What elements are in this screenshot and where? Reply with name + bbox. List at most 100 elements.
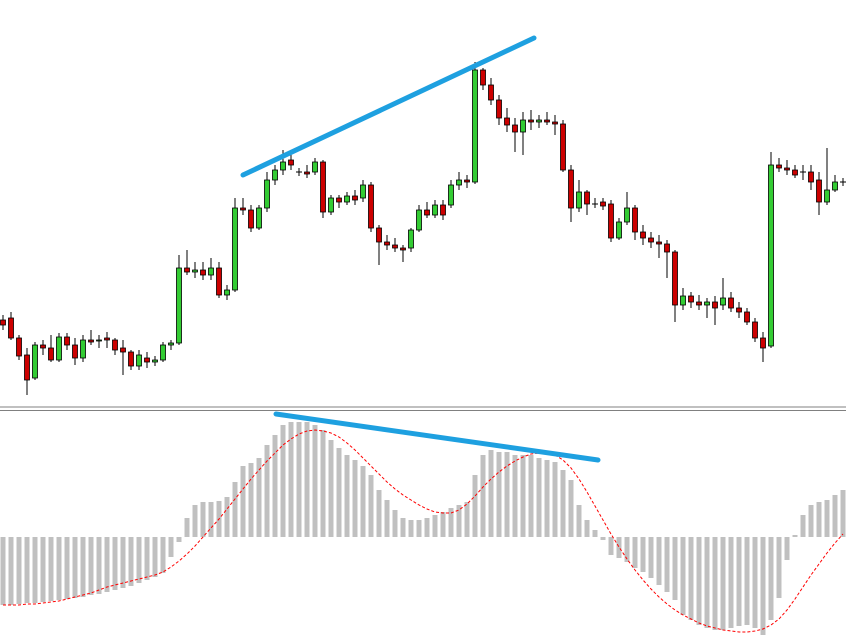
- histogram-bar: [192, 505, 198, 537]
- histogram-bar: [304, 422, 310, 537]
- candle-body: [744, 311, 750, 323]
- histogram-bar: [16, 537, 22, 604]
- candle-body: [688, 295, 694, 303]
- histogram-bar: [312, 425, 318, 537]
- histogram-bar: [248, 463, 254, 537]
- candle-body: [704, 301, 710, 306]
- candle-body: [360, 184, 366, 199]
- candle-body: [104, 337, 110, 341]
- histogram-bar: [104, 537, 110, 592]
- histogram-bar: [160, 537, 166, 573]
- candle-body: [536, 119, 542, 123]
- histogram-bar: [800, 515, 806, 537]
- histogram-bar: [768, 537, 774, 620]
- histogram-bar: [392, 510, 398, 537]
- histogram-bar: [264, 445, 270, 537]
- histogram-bar: [792, 535, 798, 537]
- histogram-bar: [616, 537, 622, 558]
- histogram-bar: [784, 537, 790, 560]
- histogram-bar: [544, 460, 550, 537]
- candle-body: [832, 181, 838, 191]
- histogram-bar: [712, 537, 718, 630]
- candle-body: [400, 247, 406, 251]
- histogram-bar: [48, 537, 54, 601]
- histogram-bar: [448, 508, 454, 537]
- candle-body: [224, 289, 230, 296]
- histogram-bar: [640, 537, 646, 572]
- candle-body: [672, 251, 678, 306]
- histogram-bar: [240, 466, 246, 537]
- histogram-bar: [96, 537, 102, 594]
- histogram-bar: [744, 537, 750, 625]
- candle-body: [24, 354, 30, 381]
- candle-body: [584, 191, 590, 205]
- candle-body: [200, 269, 206, 276]
- candle-body: [664, 243, 670, 253]
- histogram-bar: [656, 537, 662, 585]
- candle-body: [512, 124, 518, 133]
- histogram-bar: [560, 470, 566, 537]
- histogram-bar: [720, 537, 726, 630]
- candle-body: [488, 84, 494, 101]
- histogram-bar: [184, 518, 190, 537]
- candle-body: [112, 339, 118, 351]
- candle-body: [432, 204, 438, 216]
- candle-body: [816, 179, 822, 203]
- candle-body: [184, 267, 190, 273]
- histogram-bar: [816, 502, 822, 537]
- candle-body: [64, 336, 70, 346]
- histogram-bar: [32, 537, 38, 603]
- histogram-bar: [840, 490, 846, 537]
- candle-body: [288, 159, 294, 166]
- candle-body: [608, 203, 614, 239]
- histogram-bar: [728, 537, 734, 628]
- histogram-bar: [272, 435, 278, 537]
- candle-body: [504, 117, 510, 126]
- histogram-bar: [592, 530, 598, 537]
- candle-body: [152, 359, 158, 363]
- histogram-bar: [632, 537, 638, 568]
- candle-body: [256, 207, 262, 229]
- candle-body: [248, 209, 254, 229]
- histogram-bar: [24, 537, 30, 603]
- candle-body: [768, 164, 774, 347]
- histogram-bar: [832, 495, 838, 537]
- candle-body: [808, 171, 814, 183]
- candle-body: [16, 337, 22, 357]
- candle-body: [656, 241, 662, 245]
- histogram-bar: [808, 505, 814, 537]
- histogram-bar: [368, 475, 374, 537]
- histogram-bar: [624, 537, 630, 562]
- candle-body: [440, 204, 446, 216]
- histogram-bar: [176, 537, 182, 542]
- candle-body: [272, 169, 278, 181]
- histogram-bar: [360, 466, 366, 537]
- signal-line: [3, 429, 844, 633]
- candle-body: [568, 169, 574, 209]
- candle-body: [208, 267, 214, 276]
- histogram-bar: [696, 537, 702, 625]
- histogram-bar: [488, 450, 494, 537]
- candle-body: [752, 321, 758, 339]
- histogram-bar: [704, 537, 710, 628]
- candle-body: [312, 161, 318, 173]
- histogram-bar: [520, 455, 526, 537]
- histogram-bar: [128, 537, 134, 586]
- histogram-bar: [552, 462, 558, 537]
- candle-body: [456, 179, 462, 186]
- histogram-bar: [336, 448, 342, 537]
- candle-body: [736, 307, 742, 313]
- histogram-bar: [72, 537, 78, 598]
- histogram-bar: [320, 430, 326, 537]
- histogram-bar: [80, 537, 86, 597]
- histogram-bar: [760, 537, 766, 635]
- candle-body: [328, 197, 334, 213]
- candle-body: [464, 179, 470, 183]
- histogram-bar: [120, 537, 126, 588]
- candle-body: [48, 347, 54, 361]
- histogram-bar: [608, 537, 614, 555]
- histogram-bar: [56, 537, 62, 600]
- histogram-bar: [416, 520, 422, 537]
- histogram-bar: [88, 537, 94, 595]
